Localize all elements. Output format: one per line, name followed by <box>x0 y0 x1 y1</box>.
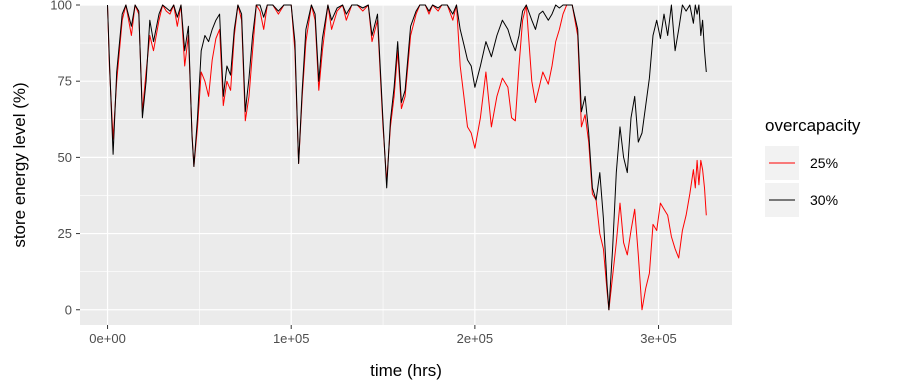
legend-label: 25% <box>810 155 838 171</box>
x-axis-title: time (hrs) <box>370 361 442 380</box>
legend-title: overcapacity <box>765 116 861 135</box>
y-tick-label: 100 <box>50 0 72 13</box>
x-tick-label: 2e+05 <box>457 331 494 346</box>
y-tick-label: 0 <box>65 302 72 317</box>
y-tick-label: 75 <box>58 74 72 89</box>
series-line-25pct <box>107 4 707 311</box>
x-axis: 0e+00 1e+05 2e+05 3e+05 <box>89 325 677 346</box>
legend-items: 25% 30% <box>765 146 838 217</box>
x-tick-label: 3e+05 <box>640 331 677 346</box>
y-axis: 0 25 50 75 100 <box>50 0 80 317</box>
x-tick-label: 0e+00 <box>89 331 126 346</box>
legend: overcapacity 25% 30% <box>765 116 861 217</box>
series-line-30pct <box>107 4 707 311</box>
y-axis-title: store energy level (%) <box>10 82 29 247</box>
y-tick-label: 25 <box>58 226 72 241</box>
panel-background <box>80 5 732 325</box>
x-tick-label: 1e+05 <box>273 331 310 346</box>
series-layer <box>107 4 707 311</box>
legend-label: 30% <box>810 192 838 208</box>
y-tick-label: 50 <box>58 150 72 165</box>
